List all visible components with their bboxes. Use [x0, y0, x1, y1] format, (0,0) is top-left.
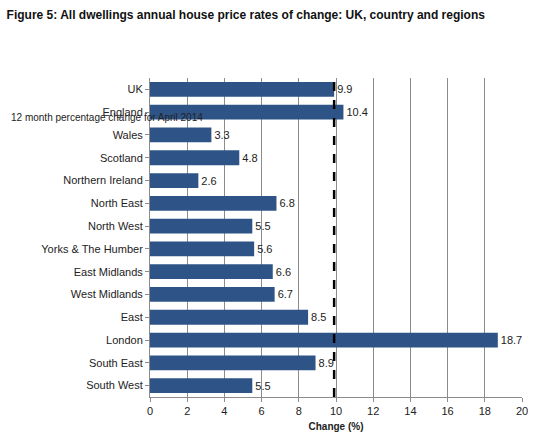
- svg-text:18: 18: [479, 405, 491, 417]
- svg-text:5.5: 5.5: [255, 220, 270, 232]
- svg-text:East: East: [121, 311, 143, 323]
- svg-text:Figure 5: All dwellings annual: Figure 5: All dwellings annual house pri…: [7, 8, 486, 22]
- svg-text:Northern Ireland: Northern Ireland: [63, 174, 143, 186]
- svg-text:South East: South East: [89, 357, 143, 369]
- svg-text:Scotland: Scotland: [100, 152, 143, 164]
- svg-text:Wales: Wales: [113, 129, 144, 141]
- svg-text:8.5: 8.5: [311, 311, 326, 323]
- svg-text:8.9: 8.9: [319, 357, 334, 369]
- svg-text:South West: South West: [86, 379, 143, 391]
- svg-text:5.6: 5.6: [257, 243, 272, 255]
- svg-text:North West: North West: [88, 220, 143, 232]
- svg-text:3.3: 3.3: [214, 129, 229, 141]
- svg-text:6.6: 6.6: [276, 266, 291, 278]
- svg-text:Change (%): Change (%): [309, 421, 364, 432]
- svg-text:12 month percentage change for: 12 month percentage change for April 201…: [11, 112, 203, 123]
- svg-text:10.4: 10.4: [346, 106, 367, 118]
- svg-text:12: 12: [367, 405, 379, 417]
- svg-text:4.8: 4.8: [242, 152, 257, 164]
- svg-text:4: 4: [221, 405, 227, 417]
- svg-text:Yorks & The Humber: Yorks & The Humber: [41, 243, 143, 255]
- svg-text:West Midlands: West Midlands: [71, 288, 143, 300]
- svg-text:6.8: 6.8: [279, 197, 294, 209]
- svg-text:UK: UK: [128, 83, 144, 95]
- svg-text:5.5: 5.5: [255, 380, 270, 392]
- svg-text:North East: North East: [91, 197, 143, 209]
- svg-text:2.6: 2.6: [201, 175, 216, 187]
- svg-text:6.7: 6.7: [278, 288, 293, 300]
- svg-text:16: 16: [441, 405, 453, 417]
- svg-text:9.9: 9.9: [337, 83, 352, 95]
- svg-text:0: 0: [147, 405, 153, 417]
- svg-text:England: England: [102, 106, 142, 118]
- svg-text:London: London: [106, 334, 143, 346]
- svg-text:East Midlands: East Midlands: [74, 266, 144, 278]
- svg-text:14: 14: [404, 405, 416, 417]
- svg-text:8: 8: [296, 405, 302, 417]
- svg-text:20: 20: [516, 405, 528, 417]
- svg-text:18.7: 18.7: [501, 334, 522, 346]
- svg-text:2: 2: [184, 405, 190, 417]
- svg-text:10: 10: [330, 405, 342, 417]
- svg-text:6: 6: [259, 405, 265, 417]
